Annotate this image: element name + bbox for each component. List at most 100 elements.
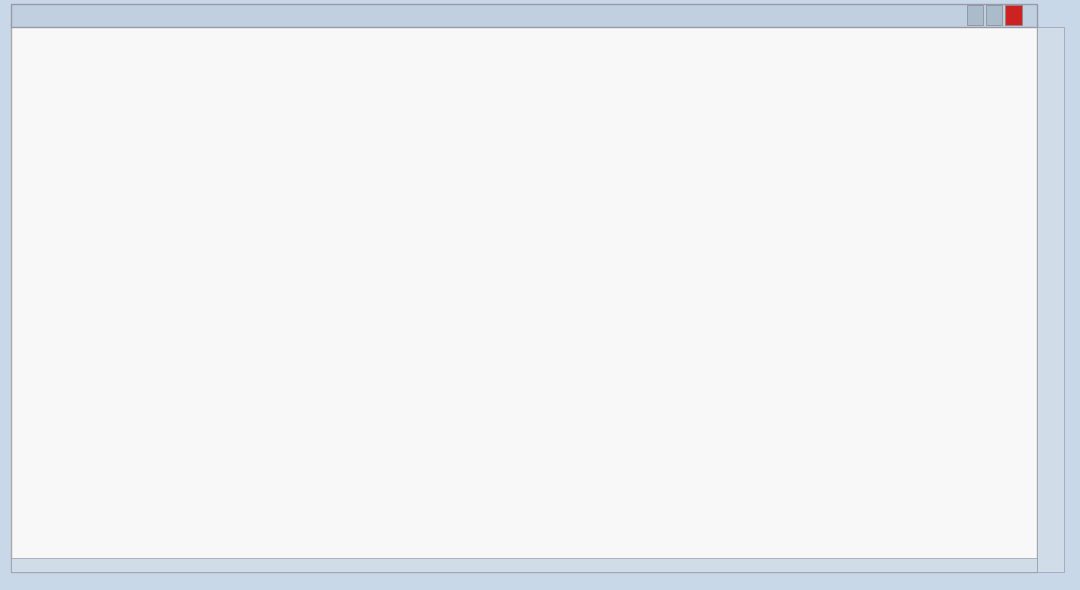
Text: Street lighting: Street lighting [181, 561, 283, 571]
FancyBboxPatch shape [294, 469, 321, 473]
FancyBboxPatch shape [416, 460, 491, 478]
FancyBboxPatch shape [274, 494, 287, 497]
Text: SubPanel: SubPanel [693, 231, 743, 241]
FancyBboxPatch shape [346, 468, 405, 474]
FancyBboxPatch shape [350, 486, 363, 489]
Circle shape [583, 416, 680, 469]
Text: SubPanelA: SubPanelA [447, 231, 503, 241]
FancyBboxPatch shape [784, 186, 825, 227]
FancyBboxPatch shape [270, 517, 329, 524]
FancyBboxPatch shape [455, 186, 496, 227]
FancyBboxPatch shape [369, 494, 396, 497]
FancyBboxPatch shape [294, 502, 321, 506]
Text: FAN: FAN [664, 425, 685, 435]
Text: PanelBoard: PanelBoard [583, 34, 659, 47]
Text: Qlv-7: Qlv-7 [772, 293, 804, 303]
FancyBboxPatch shape [270, 476, 329, 483]
FancyBboxPatch shape [804, 444, 860, 471]
Text: Qlv-32: Qlv-32 [170, 293, 207, 303]
FancyBboxPatch shape [346, 460, 405, 466]
FancyBboxPatch shape [443, 517, 464, 525]
FancyBboxPatch shape [443, 499, 464, 506]
FancyBboxPatch shape [346, 517, 405, 524]
FancyBboxPatch shape [369, 486, 396, 489]
FancyBboxPatch shape [502, 489, 524, 496]
FancyBboxPatch shape [369, 519, 396, 522]
FancyBboxPatch shape [350, 494, 363, 497]
FancyBboxPatch shape [294, 477, 321, 481]
FancyBboxPatch shape [346, 451, 405, 458]
Text: 1.25 MVA: 1.25 MVA [378, 101, 432, 111]
FancyBboxPatch shape [502, 499, 524, 506]
Text: Aux: Aux [903, 142, 922, 152]
Text: Qlv-31: Qlv-31 [62, 293, 99, 303]
FancyBboxPatch shape [380, 517, 402, 525]
FancyBboxPatch shape [897, 440, 943, 474]
FancyBboxPatch shape [369, 461, 396, 464]
Circle shape [90, 468, 159, 506]
Text: Qf2: Qf2 [853, 375, 874, 385]
Text: SubPanel-2B: SubPanel-2B [770, 231, 839, 241]
FancyBboxPatch shape [346, 509, 405, 516]
FancyBboxPatch shape [274, 469, 287, 473]
FancyBboxPatch shape [270, 526, 329, 532]
Text: 20 VA: 20 VA [897, 151, 928, 161]
FancyBboxPatch shape [294, 519, 321, 522]
FancyBboxPatch shape [270, 451, 329, 458]
Text: 3Ph-4W: 3Ph-4W [531, 241, 566, 251]
FancyBboxPatch shape [380, 508, 402, 515]
Text: 1Ph-2W: 1Ph-2W [787, 241, 822, 251]
Text: 1Ph-2W: 1Ph-2W [701, 241, 735, 251]
Text: 1.25 MVA: 1.25 MVA [227, 101, 281, 111]
FancyBboxPatch shape [369, 502, 396, 506]
Text: 3Ph-4W: 3Ph-4W [600, 46, 642, 56]
Circle shape [267, 466, 306, 487]
Text: Control: Control [316, 561, 364, 571]
FancyBboxPatch shape [350, 461, 363, 464]
Text: 0.4 kV: 0.4 kV [264, 306, 309, 319]
FancyBboxPatch shape [380, 432, 527, 553]
FancyBboxPatch shape [294, 486, 321, 489]
FancyBboxPatch shape [350, 502, 363, 506]
FancyBboxPatch shape [346, 501, 405, 507]
FancyBboxPatch shape [350, 469, 363, 473]
Text: T2: T2 [378, 87, 393, 100]
FancyBboxPatch shape [443, 527, 464, 534]
FancyBboxPatch shape [369, 469, 396, 473]
FancyBboxPatch shape [274, 502, 287, 506]
FancyBboxPatch shape [270, 460, 329, 466]
FancyBboxPatch shape [203, 532, 251, 541]
Text: Qlv-38: Qlv-38 [562, 293, 599, 303]
Text: HVAC system: HVAC system [87, 561, 161, 571]
FancyBboxPatch shape [346, 493, 405, 499]
FancyBboxPatch shape [443, 508, 464, 515]
FancyBboxPatch shape [380, 527, 402, 534]
FancyBboxPatch shape [270, 501, 329, 507]
Text: SubPanelB: SubPanelB [521, 231, 577, 241]
FancyBboxPatch shape [502, 527, 524, 534]
Text: VFD3: VFD3 [684, 355, 711, 365]
Circle shape [72, 458, 176, 515]
FancyBboxPatch shape [443, 489, 464, 496]
FancyBboxPatch shape [270, 468, 329, 474]
FancyBboxPatch shape [502, 517, 524, 525]
FancyBboxPatch shape [502, 480, 524, 487]
FancyBboxPatch shape [380, 489, 402, 496]
FancyBboxPatch shape [274, 510, 287, 514]
Text: Qlv-1: Qlv-1 [124, 222, 158, 232]
FancyBboxPatch shape [274, 461, 287, 464]
FancyBboxPatch shape [274, 519, 287, 522]
FancyBboxPatch shape [698, 186, 739, 227]
Text: Battery1: Battery1 [895, 478, 945, 489]
FancyBboxPatch shape [528, 186, 569, 227]
FancyBboxPatch shape [373, 454, 535, 537]
FancyBboxPatch shape [369, 477, 396, 481]
FancyBboxPatch shape [350, 510, 363, 514]
Text: 1Ph-2W: 1Ph-2W [458, 241, 492, 251]
Text: Qlv-33: Qlv-33 [278, 293, 315, 303]
FancyBboxPatch shape [294, 461, 321, 464]
Text: Qlv-2: Qlv-2 [346, 208, 379, 217]
FancyBboxPatch shape [270, 509, 329, 516]
FancyBboxPatch shape [267, 432, 414, 553]
FancyBboxPatch shape [592, 346, 672, 385]
